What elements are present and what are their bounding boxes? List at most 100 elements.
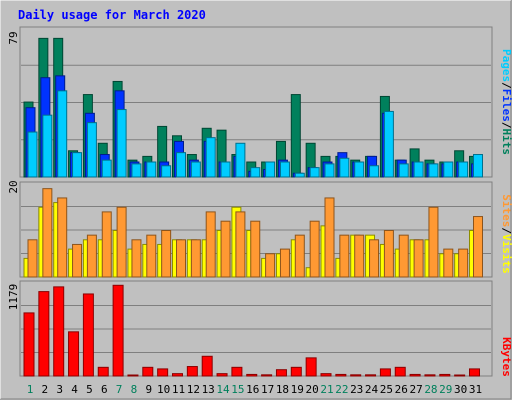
legend-files: Files: [500, 89, 512, 122]
day-label-18: 18: [276, 383, 289, 396]
day-label-29: 29: [439, 383, 452, 396]
bar-pages-day-6: [101, 159, 112, 178]
day-label-1: 1: [27, 383, 34, 396]
legend-sep-2: /: [500, 122, 512, 129]
day-label-3: 3: [56, 383, 63, 396]
bar-kbytes-day-3: [53, 286, 65, 377]
bar-pages-day-18: [279, 161, 290, 178]
bar-sites-day-3: [57, 197, 68, 278]
bar-pages-day-28: [428, 163, 439, 178]
bar-sites-day-24: [369, 239, 380, 278]
day-label-30: 30: [454, 383, 467, 396]
bar-sites-day-5: [86, 234, 97, 278]
day-label-27: 27: [409, 383, 422, 396]
day-label-9: 9: [145, 383, 152, 396]
bar-sites-day-1: [27, 239, 38, 278]
day-label-19: 19: [291, 383, 304, 396]
day-label-16: 16: [246, 383, 259, 396]
bar-sites-day-26: [398, 234, 409, 278]
bar-pages-day-7: [116, 109, 127, 178]
bar-sites-day-27: [413, 239, 424, 278]
bar-sites-day-4: [72, 243, 83, 278]
bar-pages-day-21: [324, 163, 335, 178]
bar-sites-day-28: [428, 206, 439, 278]
visits-legend: Sites/Visits: [500, 194, 512, 274]
bar-pages-day-24: [369, 165, 380, 178]
bar-sites-day-9: [146, 234, 157, 278]
bar-kbytes-day-29: [439, 373, 451, 377]
day-label-15: 15: [231, 383, 244, 396]
legend-sites: Sites: [500, 194, 512, 227]
day-label-23: 23: [350, 383, 363, 396]
day-label-17: 17: [261, 383, 274, 396]
bar-pages-day-17: [265, 161, 276, 178]
bar-kbytes-day-16: [246, 373, 258, 377]
bar-sites-day-19: [294, 234, 305, 278]
legend-sep-3: /: [500, 227, 512, 234]
day-label-22: 22: [335, 383, 348, 396]
day-label-10: 10: [157, 383, 170, 396]
day-label-14: 14: [216, 383, 230, 396]
bar-kbytes-day-25: [379, 368, 391, 377]
bar-sites-day-22: [339, 234, 350, 278]
bar-kbytes-day-19: [290, 366, 302, 377]
bar-pages-day-31: [473, 154, 483, 178]
bar-kbytes-day-22: [335, 373, 347, 377]
day-label-5: 5: [86, 383, 93, 396]
bar-pages-day-15: [235, 142, 246, 178]
bar-pages-day-11: [176, 152, 186, 178]
bar-sites-day-14: [220, 220, 231, 278]
bar-kbytes-day-23: [350, 374, 362, 377]
bar-pages-day-26: [398, 163, 409, 178]
bar-kbytes-day-17: [261, 374, 273, 377]
bar-kbytes-day-15: [231, 366, 243, 377]
legend-visits: Visits: [500, 234, 512, 274]
bar-sites-day-23: [354, 234, 365, 278]
bar-kbytes-day-31: [469, 368, 480, 377]
day-label-7: 7: [116, 383, 123, 396]
bar-kbytes-day-13: [201, 355, 213, 377]
bar-sites-day-21: [324, 197, 335, 278]
bar-kbytes-day-1: [23, 312, 35, 377]
bar-kbytes-day-6: [97, 366, 109, 377]
bar-pages-day-8: [131, 163, 142, 178]
day-label-11: 11: [172, 383, 185, 396]
bar-pages-day-13: [205, 137, 216, 178]
kbytes-legend: KBytes: [500, 337, 512, 377]
bar-sites-day-25: [383, 230, 394, 278]
bar-pages-day-29: [443, 161, 454, 178]
bar-kbytes-day-2: [38, 291, 50, 377]
visits-panel: [21, 188, 491, 278]
bar-kbytes-day-18: [275, 369, 287, 377]
bar-sites-day-18: [279, 248, 290, 278]
bar-pages-day-3: [57, 90, 68, 178]
bar-pages-day-25: [383, 110, 394, 178]
bar-kbytes-day-8: [127, 374, 139, 377]
bar-pages-day-10: [161, 165, 172, 178]
bar-kbytes-day-11: [172, 373, 183, 377]
bar-pages-day-2: [42, 114, 53, 178]
bar-sites-day-31: [473, 216, 483, 278]
bar-sites-day-10: [161, 230, 172, 278]
bar-pages-day-27: [413, 161, 424, 178]
bar-kbytes-day-24: [365, 374, 377, 377]
kbytes-panel: [21, 284, 491, 377]
day-label-6: 6: [101, 383, 108, 396]
day-label-28: 28: [424, 383, 437, 396]
bar-pages-day-30: [458, 161, 469, 178]
day-label-13: 13: [202, 383, 215, 396]
x-axis-day-labels: 1 2 3 4 5 6 7 8 9 10 11 12 13 14 15 16 17 18 19 20 21 22 23 24 2…: [27, 383, 482, 396]
day-label-2: 2: [42, 383, 49, 396]
kbytes-ymax-label: 1179: [7, 284, 20, 311]
chart-title: Daily usage for March 2020: [18, 8, 206, 22]
bar-pages-day-20: [309, 167, 320, 178]
bar-sites-day-29: [443, 248, 454, 278]
bar-sites-day-15: [235, 211, 246, 278]
day-label-25: 25: [380, 383, 393, 396]
bar-kbytes-day-21: [320, 373, 332, 377]
bar-pages-day-14: [220, 161, 231, 178]
day-label-26: 26: [395, 383, 408, 396]
bar-sites-day-2: [42, 188, 53, 278]
